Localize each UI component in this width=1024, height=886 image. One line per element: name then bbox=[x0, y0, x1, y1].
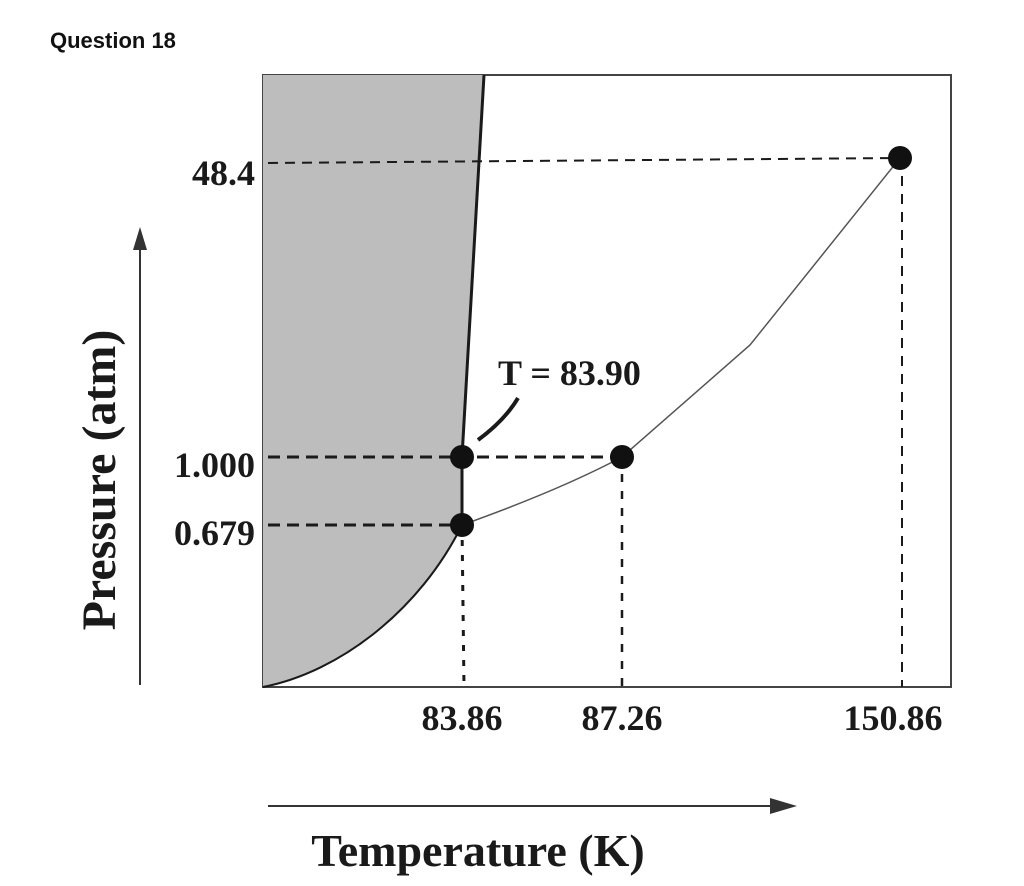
x-tick-87-26: 87.26 bbox=[582, 698, 663, 738]
x-tick-150-86: 150.86 bbox=[844, 698, 943, 738]
vaporization-curve bbox=[461, 157, 901, 526]
annotation-pointer bbox=[476, 396, 520, 442]
y-tick-1-000: 1.000 bbox=[174, 445, 255, 485]
normal-boiling-point bbox=[610, 445, 634, 469]
guide-48-4 bbox=[267, 157, 901, 164]
critical-point bbox=[888, 146, 912, 170]
y-tick-48-4: 48.4 bbox=[192, 153, 255, 193]
x-tick-83-86: 83.86 bbox=[422, 698, 503, 738]
y-axis-label: Pressure (atm) bbox=[73, 330, 126, 631]
sublimation-curve bbox=[262, 524, 463, 688]
x-axis-arrowhead bbox=[770, 798, 797, 814]
y-axis-arrowhead bbox=[133, 227, 147, 250]
guide-83-86 bbox=[460, 524, 466, 688]
triple-point bbox=[450, 513, 474, 537]
annotation-label: T = 83.90 bbox=[498, 353, 641, 393]
y-tick-0-679: 0.679 bbox=[174, 513, 255, 553]
solid-region bbox=[263, 75, 484, 687]
question-title: Question 18 bbox=[50, 28, 176, 53]
normal-melting-point bbox=[450, 445, 474, 469]
x-axis-label: Temperature (K) bbox=[311, 825, 644, 876]
